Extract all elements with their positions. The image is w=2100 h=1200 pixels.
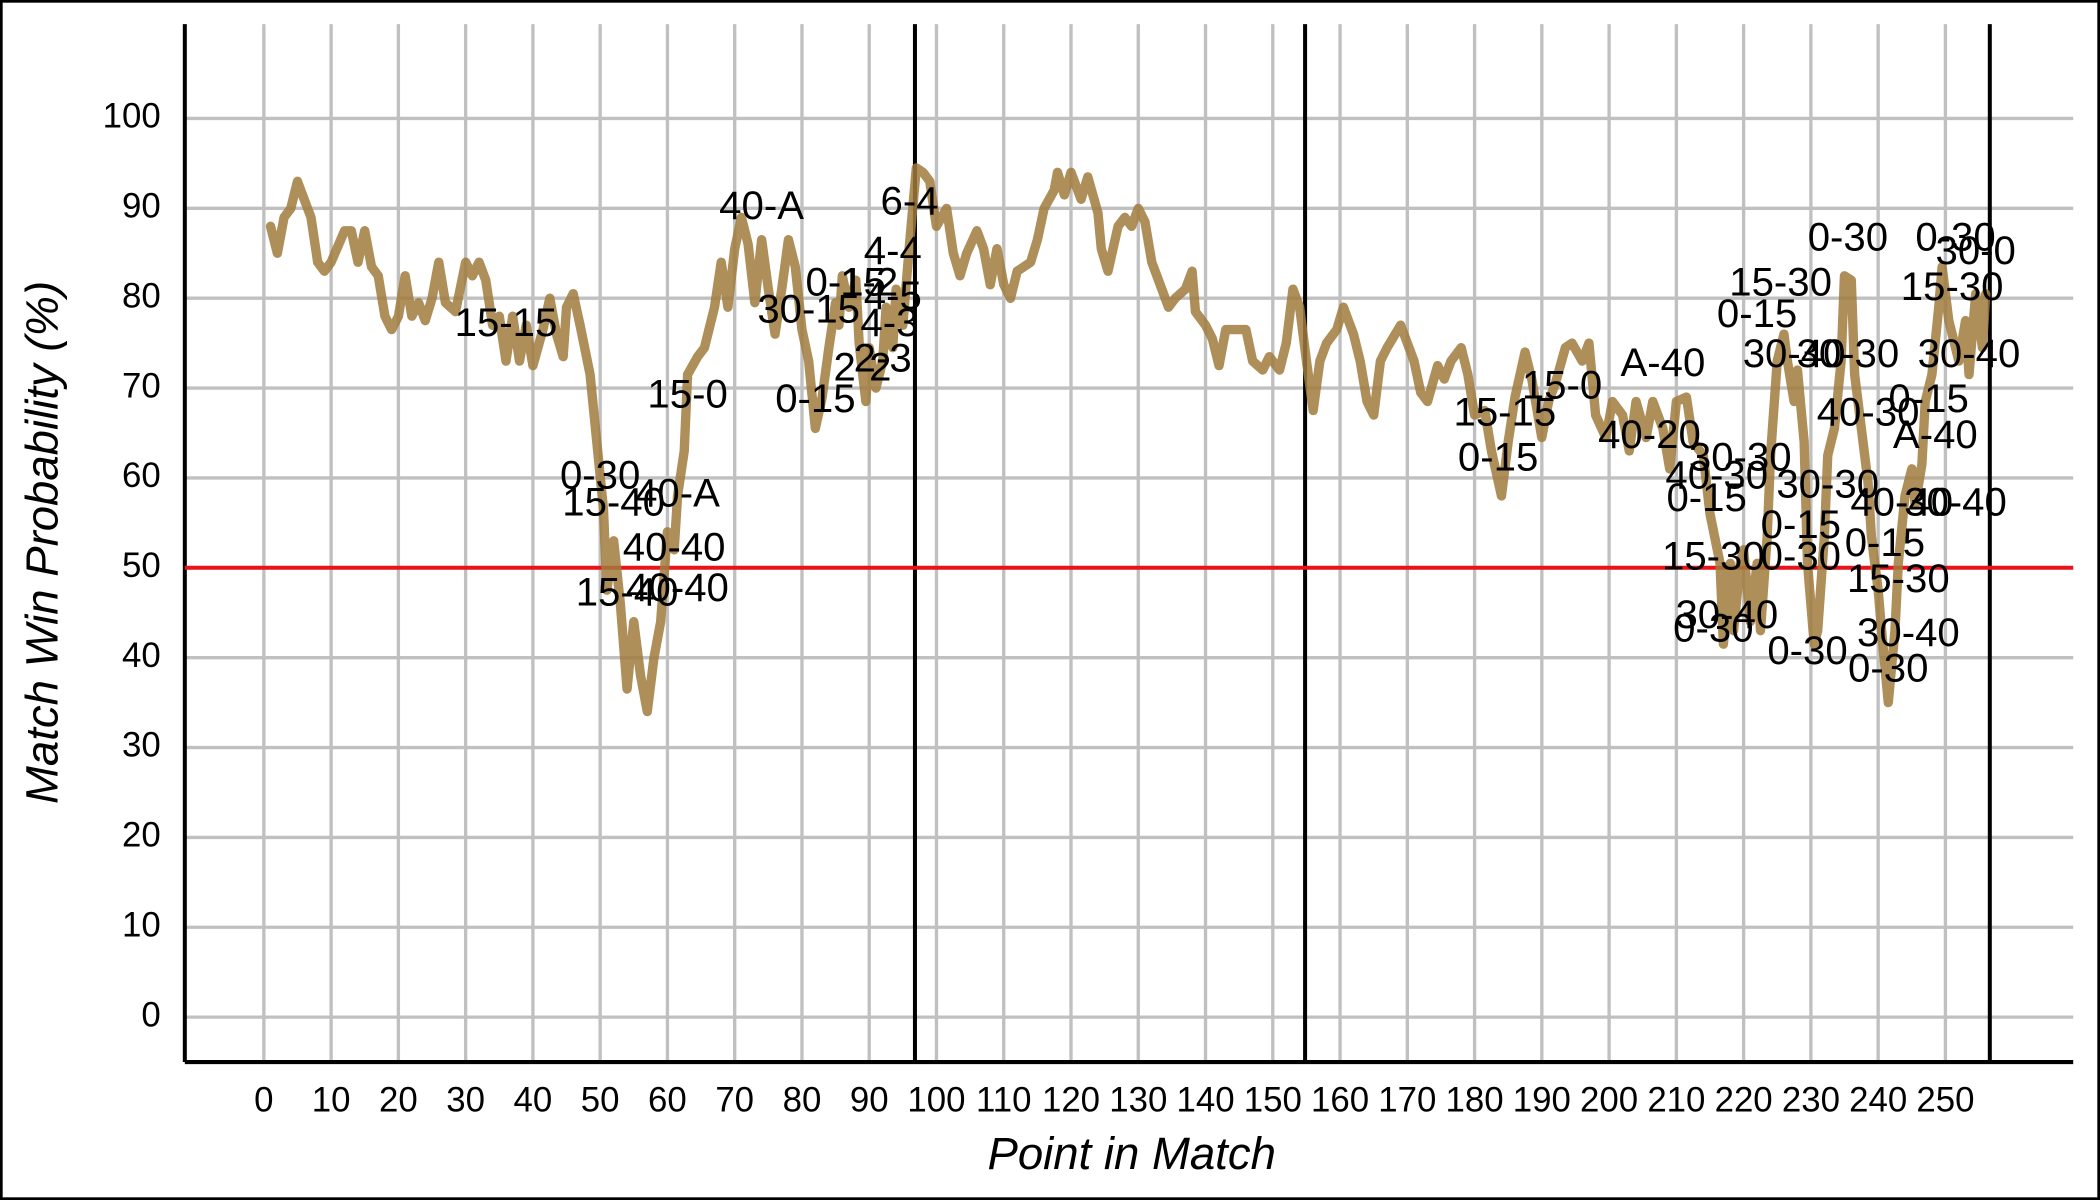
y-tick-label: 40: [122, 636, 161, 675]
score-annotation: 40-40: [626, 565, 729, 610]
x-tick-label: 130: [1109, 1080, 1167, 1119]
score-annotation: 30-30: [1776, 462, 1879, 507]
y-tick-label: 20: [122, 816, 161, 855]
x-tick-label: 90: [850, 1080, 889, 1119]
score-annotation: 0-15: [1458, 435, 1538, 480]
score-annotation: 30-0: [1935, 228, 2015, 273]
x-tick-label: 30: [446, 1080, 485, 1119]
score-annotation: 15-0: [1522, 363, 1602, 408]
score-annotation: 0-30: [1761, 533, 1841, 578]
x-tick-label: 70: [715, 1080, 754, 1119]
score-annotation: 0-15: [1845, 520, 1925, 565]
score-annotation: 0-30: [560, 453, 640, 498]
score-annotation: 0-15: [1888, 376, 1968, 421]
x-tick-label: 170: [1378, 1080, 1436, 1119]
x-tick-label: 160: [1311, 1080, 1369, 1119]
y-tick-label: 0: [141, 995, 160, 1034]
score-annotation: 0-15: [1761, 502, 1841, 547]
score-annotation: 30-40: [1743, 331, 1846, 376]
score-annotation: A-40: [1620, 340, 1705, 385]
score-annotation: 30-40: [1857, 610, 1960, 655]
x-tick-label: 210: [1647, 1080, 1705, 1119]
score-annotation: 15-15: [1453, 390, 1556, 435]
y-tick-label: 50: [122, 546, 161, 585]
x-tick-label: 230: [1782, 1080, 1840, 1119]
score-annotation: 0-30: [1848, 646, 1928, 691]
y-axis-title: Match Win Probability (%): [17, 281, 68, 804]
score-annotation: A-40: [1893, 412, 1978, 457]
x-tick-label: 220: [1715, 1080, 1773, 1119]
score-annotation: 6-4: [881, 178, 939, 223]
score-annotation: 30-15: [757, 286, 860, 331]
x-tick-label: 190: [1513, 1080, 1571, 1119]
score-annotation: 40-A: [635, 471, 720, 516]
score-annotation: 30-30: [1689, 435, 1792, 480]
x-tick-label: 240: [1849, 1080, 1907, 1119]
x-tick-label: 120: [1042, 1080, 1100, 1119]
x-tick-label: 250: [1916, 1080, 1974, 1119]
score-annotation: 4-5: [864, 273, 922, 318]
x-tick-label: 80: [783, 1080, 822, 1119]
x-tick-label: 200: [1580, 1080, 1638, 1119]
score-annotation: 40-30: [1817, 390, 1920, 435]
score-annotation: 15-40: [562, 479, 665, 524]
x-tick-label: 60: [648, 1080, 687, 1119]
score-annotation: 30-30: [1797, 331, 1900, 376]
score-annotation: 1-2: [840, 259, 898, 304]
score-annotation: 4-3: [860, 300, 918, 345]
score-annotation: 40-40: [623, 524, 726, 569]
score-annotation: 15-30: [1901, 264, 2004, 309]
x-tick-label: 180: [1446, 1080, 1504, 1119]
score-annotation: 0-15: [1666, 475, 1746, 520]
score-annotation: 0-15: [1717, 291, 1797, 336]
score-annotation: 15-30: [1729, 259, 1832, 304]
score-annotation: 0-15: [775, 376, 855, 421]
score-annotation: 15-30: [1662, 533, 1765, 578]
score-annotation: 40-20: [1598, 412, 1701, 457]
score-annotation: 15-40: [576, 569, 679, 614]
x-tick-label: 10: [312, 1080, 351, 1119]
score-annotation: 15-15: [455, 300, 558, 345]
score-annotation: 0-15: [805, 259, 885, 304]
x-tick-label: 100: [907, 1080, 965, 1119]
x-tick-label: 50: [581, 1080, 620, 1119]
score-annotation: 0-30: [1767, 628, 1847, 673]
y-tick-label: 10: [122, 905, 161, 944]
labels: 0 10 20 30 40 50 60 70 80 90 100 0 10 20 30 40 50 60 70 80 9…: [103, 97, 2021, 1120]
y-tick-label: 100: [103, 97, 161, 136]
score-annotation: 0-30: [1915, 214, 1995, 259]
x-tick-label: 40: [514, 1080, 553, 1119]
score-annotation: 30-40: [1675, 592, 1778, 637]
x-tick-label: 150: [1244, 1080, 1302, 1119]
x-axis-title: Point in Match: [987, 1128, 1275, 1179]
score-annotation: 15-0: [647, 372, 727, 417]
score-annotation: 15-30: [1847, 556, 1950, 601]
score-annotation: 40-40: [1850, 479, 1953, 524]
x-tick-label: 20: [379, 1080, 418, 1119]
score-annotation: 0-30: [1808, 214, 1888, 259]
x-tick-label: 0: [254, 1080, 273, 1119]
score-annotation: 2-2: [833, 345, 891, 390]
score-annotation: 4-4: [864, 228, 922, 273]
plot: [184, 24, 2074, 1063]
y-tick-label: 70: [122, 366, 161, 405]
score-annotation: 40-30: [1665, 453, 1768, 498]
probability-line: [265, 163, 1991, 717]
score-annotation: 2-3: [854, 336, 912, 381]
x-tick-label: 140: [1176, 1080, 1234, 1119]
score-annotation: 30-40: [1918, 331, 2021, 376]
y-tick-label: 90: [122, 187, 161, 226]
y-tick-label: 60: [122, 456, 161, 495]
x-tick-label: 110: [976, 1080, 1032, 1119]
score-annotation: 0-30: [1673, 605, 1753, 650]
y-tick-label: 30: [122, 726, 161, 765]
score-annotation: 30-40: [1904, 479, 2007, 524]
y-tick-label: 80: [122, 276, 161, 315]
score-annotation: 40-A: [719, 183, 804, 228]
